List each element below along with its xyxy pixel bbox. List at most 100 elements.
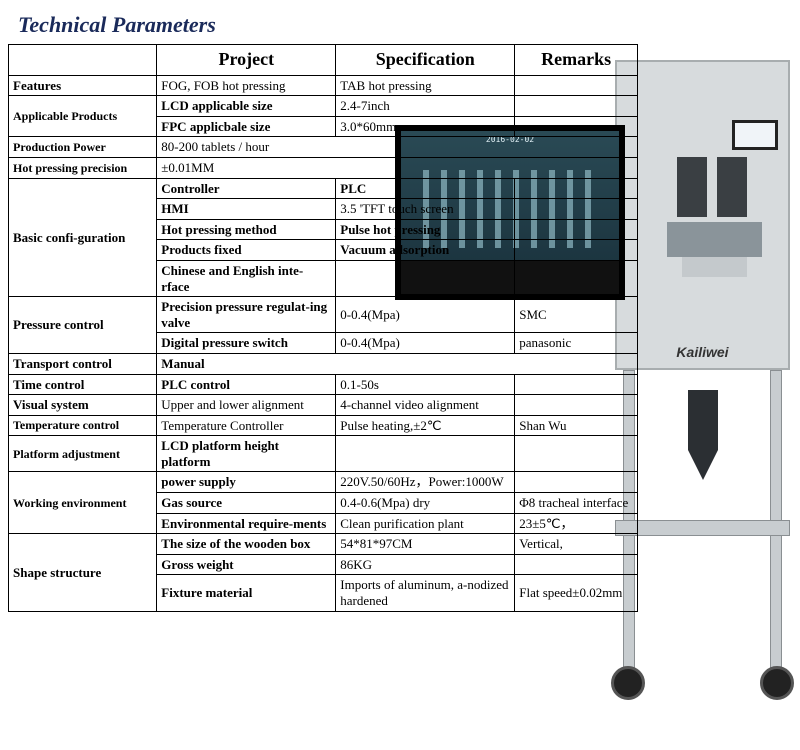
- remarks-cell: [515, 472, 638, 493]
- remarks-cell: [515, 436, 638, 472]
- pressing-mechanism: [657, 157, 777, 317]
- remarks-cell: [515, 554, 638, 575]
- remarks-cell: [515, 116, 638, 137]
- specification-cell: 3.0*60mm: [336, 116, 515, 137]
- table-body: FeaturesFOG, FOB hot pressingTAB hot pre…: [9, 75, 638, 611]
- project-cell: LCD applicable size: [157, 96, 336, 117]
- header-remarks: Remarks: [515, 45, 638, 76]
- table-row: Platform adjustmentLCD platform height p…: [9, 436, 638, 472]
- row-category: Pressure control: [9, 297, 157, 354]
- project-cell: The size of the wooden box: [157, 534, 336, 555]
- row-category: Basic confi-guration: [9, 178, 157, 297]
- specification-cell: 2.4-7inch: [336, 96, 515, 117]
- project-cell: Upper and lower alignment: [157, 395, 336, 416]
- caster-wheel: [760, 666, 794, 700]
- project-cell: Precision pressure regulat-ing valve: [157, 297, 336, 333]
- row-category: Hot pressing precision: [9, 157, 157, 178]
- row-category: Visual system: [9, 395, 157, 416]
- table-row: Transport controlManual: [9, 353, 638, 374]
- table-row: Visual systemUpper and lower alignment4-…: [9, 395, 638, 416]
- row-category: Production Power: [9, 137, 157, 158]
- remarks-cell: [515, 260, 638, 296]
- remarks-cell: [515, 199, 638, 220]
- remarks-cell: Vertical,: [515, 534, 638, 555]
- project-cell: Environmental require-ments: [157, 513, 336, 534]
- remarks-cell: Flat speed±0.02mm: [515, 575, 638, 611]
- remarks-cell: [515, 75, 638, 96]
- specification-cell: [336, 260, 515, 296]
- remarks-cell: [515, 178, 638, 199]
- table-row: Production Power80-200 tablets / hour: [9, 137, 638, 158]
- project-cell: ±0.01MM: [157, 157, 638, 178]
- remarks-cell: [515, 395, 638, 416]
- project-cell: 80-200 tablets / hour: [157, 137, 638, 158]
- table-row: Working environmentpower supply220V.50/6…: [9, 472, 638, 493]
- header-project: Project: [157, 45, 336, 76]
- specification-cell: 0-0.4(Mpa): [336, 333, 515, 354]
- remarks-cell: 23±5℃，: [515, 513, 638, 534]
- table-row: Temperature controlTemperature Controlle…: [9, 415, 638, 436]
- remarks-cell: [515, 96, 638, 117]
- specification-cell: 3.5 'TFT touch screen: [336, 199, 515, 220]
- specification-cell: [336, 436, 515, 472]
- table-row: Shape structureThe size of the wooden bo…: [9, 534, 638, 555]
- project-cell: power supply: [157, 472, 336, 493]
- project-cell: Fixture material: [157, 575, 336, 611]
- parameters-table: Project Specification Remarks FeaturesFO…: [8, 44, 638, 612]
- project-cell: HMI: [157, 199, 336, 220]
- row-category: Temperature control: [9, 415, 157, 436]
- table-header-row: Project Specification Remarks: [9, 45, 638, 76]
- hmi-touchscreen: [732, 120, 778, 150]
- row-category: Platform adjustment: [9, 436, 157, 472]
- table-row: Applicable ProductsLCD applicable size2.…: [9, 96, 638, 117]
- header-blank: [9, 45, 157, 76]
- project-cell: Digital pressure switch: [157, 333, 336, 354]
- specification-cell: 0.4-0.6(Mpa) dry: [336, 493, 515, 514]
- specification-cell: Pulse heating,±2℃: [336, 415, 515, 436]
- row-category: Transport control: [9, 353, 157, 374]
- project-cell: Temperature Controller: [157, 415, 336, 436]
- table-row: Hot pressing precision±0.01MM: [9, 157, 638, 178]
- remarks-cell: panasonic: [515, 333, 638, 354]
- brand-label: Kailiwei: [617, 344, 788, 360]
- specification-cell: 220V.50/60Hz，Power:1000W: [336, 472, 515, 493]
- project-cell: Products fixed: [157, 240, 336, 261]
- remarks-cell: Φ8 tracheal interface: [515, 493, 638, 514]
- project-cell: FOG, FOB hot pressing: [157, 75, 336, 96]
- project-cell: Gross weight: [157, 554, 336, 575]
- specification-cell: PLC: [336, 178, 515, 199]
- row-category: Applicable Products: [9, 96, 157, 137]
- remarks-cell: [515, 240, 638, 261]
- table-row: FeaturesFOG, FOB hot pressingTAB hot pre…: [9, 75, 638, 96]
- specification-cell: Pulse hot pressing: [336, 219, 515, 240]
- table-row: Time controlPLC control0.1-50s: [9, 374, 638, 395]
- machine-stand: [615, 370, 790, 700]
- specification-cell: 86KG: [336, 554, 515, 575]
- page-title: Technical Parameters: [0, 0, 800, 44]
- machine-upper-frame: Kailiwei: [615, 60, 790, 370]
- project-cell: LCD platform height platform: [157, 436, 336, 472]
- project-cell: Manual: [157, 353, 638, 374]
- project-cell: Gas source: [157, 493, 336, 514]
- table-row: Basic confi-gurationControllerPLC: [9, 178, 638, 199]
- remarks-cell: [515, 219, 638, 240]
- table-row: Pressure controlPrecision pressure regul…: [9, 297, 638, 333]
- row-category: Features: [9, 75, 157, 96]
- row-category: Shape structure: [9, 534, 157, 611]
- dispensing-tool: [683, 390, 723, 500]
- specification-cell: 0.1-50s: [336, 374, 515, 395]
- specification-cell: 54*81*97CM: [336, 534, 515, 555]
- specification-cell: Imports of aluminum, a-nodized hardened: [336, 575, 515, 611]
- specification-cell: TAB hot pressing: [336, 75, 515, 96]
- project-cell: Hot pressing method: [157, 219, 336, 240]
- specification-cell: 4-channel video alignment: [336, 395, 515, 416]
- remarks-cell: Shan Wu: [515, 415, 638, 436]
- header-specification: Specification: [336, 45, 515, 76]
- project-cell: FPC applicbale size: [157, 116, 336, 137]
- project-cell: Chinese and English inte-rface: [157, 260, 336, 296]
- row-category: Time control: [9, 374, 157, 395]
- project-cell: PLC control: [157, 374, 336, 395]
- specification-cell: Vacuum adsorption: [336, 240, 515, 261]
- row-category: Working environment: [9, 472, 157, 534]
- remarks-cell: SMC: [515, 297, 638, 333]
